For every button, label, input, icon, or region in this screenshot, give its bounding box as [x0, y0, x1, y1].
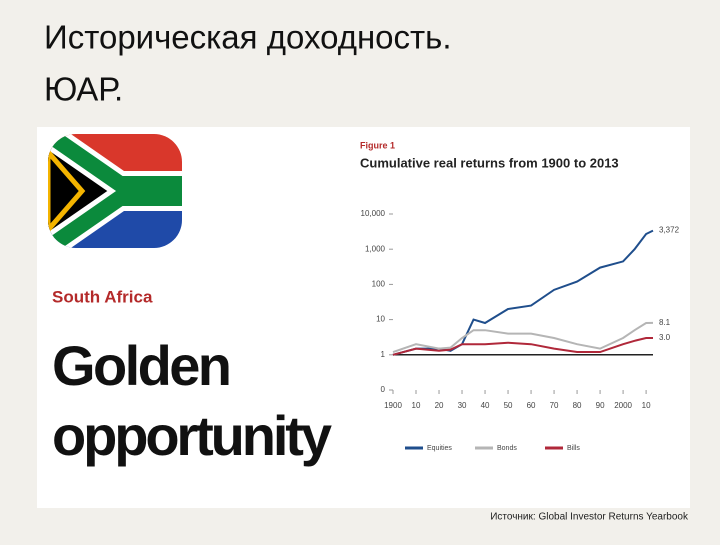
x-tick-label: 70: [550, 401, 559, 410]
x-tick-label: 30: [458, 401, 467, 410]
panel-headline: Golden: [52, 334, 232, 397]
end-label: 8.1: [659, 318, 671, 327]
x-tick-label: 2000: [614, 401, 632, 410]
y-tick-label: 1,000: [365, 244, 386, 253]
y-tick-label: 10,000: [361, 209, 386, 218]
panel-kicker: South Africa: [52, 287, 153, 306]
y-tick-label: 10: [376, 315, 385, 324]
x-tick-label: 50: [504, 401, 513, 410]
x-tick-label: 40: [481, 401, 490, 410]
legend-label: Bills: [567, 445, 580, 452]
legend-label: Equities: [427, 445, 452, 452]
end-label: 3,372: [659, 226, 680, 235]
panel-headline: opportunity: [52, 404, 332, 467]
x-tick-label: 10: [412, 401, 421, 410]
source: Источник: Global Investor Returns Yearbo…: [490, 512, 689, 523]
legend-label: Bonds: [497, 445, 517, 452]
y-tick-label: 1: [381, 350, 386, 359]
figure-label: Figure 1: [360, 140, 395, 150]
y-tick-label: 0: [381, 385, 386, 394]
series-line: [392, 337, 653, 356]
x-tick-label: 10: [642, 401, 651, 410]
end-label: 3.0: [659, 333, 671, 342]
x-tick-label: 90: [596, 401, 605, 410]
x-tick-label: 20: [435, 401, 444, 410]
slide-title: Историческая доходность.: [44, 19, 452, 56]
series-line: [392, 321, 654, 353]
slide-title: ЮАР.: [44, 71, 123, 108]
flag: [48, 134, 182, 248]
chart-title: Cumulative real returns from 1900 to 201…: [360, 155, 619, 170]
y-tick-label: 100: [372, 280, 386, 289]
x-tick-label: 1900: [384, 401, 402, 410]
x-tick-label: 80: [573, 401, 582, 410]
x-tick-label: 60: [527, 401, 536, 410]
